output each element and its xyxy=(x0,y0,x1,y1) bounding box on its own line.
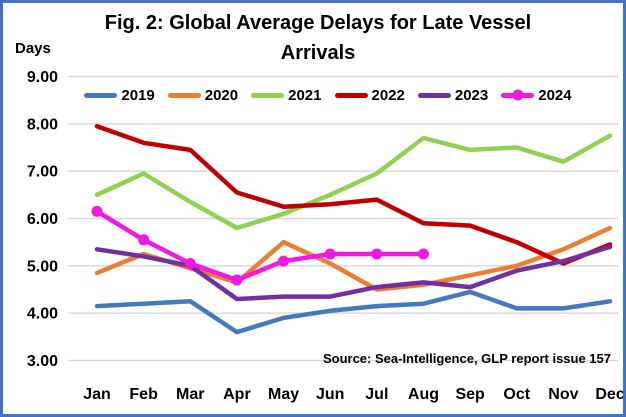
x-tick-label-jan: Jan xyxy=(83,386,111,403)
chart-legend: 2019 2020 2021 2022 2023 2024 xyxy=(37,84,619,106)
series-marker-2024-jun xyxy=(324,248,336,260)
x-tick-label-jun: Jun xyxy=(316,386,344,403)
series-marker-2024-jul xyxy=(371,248,383,260)
x-tick-label-dec: Dec xyxy=(595,386,623,403)
y-tick-label-8.00: 8.00 xyxy=(27,116,58,133)
chart-plot: 9.00 8.00 7.00 6.00 5.00 4.00 3.00 Jan Feb Mar Apr… xyxy=(27,69,623,403)
legend-item-2024: 2024 xyxy=(501,86,572,104)
y-tick-label-3.00: 3.00 xyxy=(27,353,58,370)
x-tick-label-mar: Mar xyxy=(176,386,204,403)
legend-item-2020: 2020 xyxy=(167,86,239,104)
x-tick-label-aug: Aug xyxy=(408,386,439,403)
legend-line-swatch-2021 xyxy=(251,92,285,98)
series-line-2024 xyxy=(94,209,426,283)
x-tick-label-oct: Oct xyxy=(503,386,530,403)
x-tick-label-apr: Apr xyxy=(223,386,251,403)
legend-label-2020: 2020 xyxy=(204,86,239,104)
legend-label-2022: 2022 xyxy=(371,86,405,104)
legend-label-2021: 2021 xyxy=(288,86,322,104)
legend-label-2024: 2024 xyxy=(538,86,572,104)
x-tick-label-jul: Jul xyxy=(365,386,388,403)
series-marker-2024-aug xyxy=(417,248,429,260)
legend-item-2022: 2022 xyxy=(334,86,405,104)
y-tick-label-9.00: 9.00 xyxy=(27,69,58,86)
legend-line-swatch-2023 xyxy=(417,92,451,98)
legend-line-swatch-2022 xyxy=(334,92,368,98)
series-line-2023 xyxy=(94,244,613,302)
series-line-2019 xyxy=(94,289,613,335)
series-marker-2024-may xyxy=(278,255,290,267)
x-tick-label-nov: Nov xyxy=(548,386,578,403)
y-tick-label-4.00: 4.00 xyxy=(27,306,58,323)
x-tick-label-sep: Sep xyxy=(455,386,485,403)
legend-item-2019: 2019 xyxy=(84,86,155,104)
series-marker-2024-jan xyxy=(91,205,103,217)
y-tick-label-7.00: 7.00 xyxy=(27,164,58,181)
legend-label-2023: 2023 xyxy=(454,86,489,104)
y-tick-label-6.00: 6.00 xyxy=(27,211,58,228)
series-line-2022 xyxy=(94,123,613,266)
y-tick-label-5.00: 5.00 xyxy=(27,258,58,275)
series-line-2020 xyxy=(94,225,613,292)
series-marker-2024-mar xyxy=(184,257,196,269)
legend-line-swatch-2019 xyxy=(84,92,118,98)
legend-marker-2024 xyxy=(512,89,524,101)
legend-item-2023: 2023 xyxy=(417,86,489,104)
legend-label-2019: 2019 xyxy=(121,86,155,104)
series-line-2021 xyxy=(94,133,613,231)
source-note: Source: Sea-Intelligence, GLP report iss… xyxy=(322,351,611,366)
series-marker-2024-feb xyxy=(138,234,150,246)
legend-item-2021: 2021 xyxy=(251,86,322,104)
x-tick-label-feb: Feb xyxy=(129,386,158,403)
x-tick-label-may: May xyxy=(268,386,299,403)
legend-line-swatch-2024 xyxy=(501,89,535,101)
legend-line-swatch-2020 xyxy=(167,92,201,98)
chart-title: Fig. 2: Global Average Delays for Late V… xyxy=(104,12,532,64)
series-marker-2024-apr xyxy=(231,274,243,286)
y-axis-unit-label: Days xyxy=(15,40,51,57)
